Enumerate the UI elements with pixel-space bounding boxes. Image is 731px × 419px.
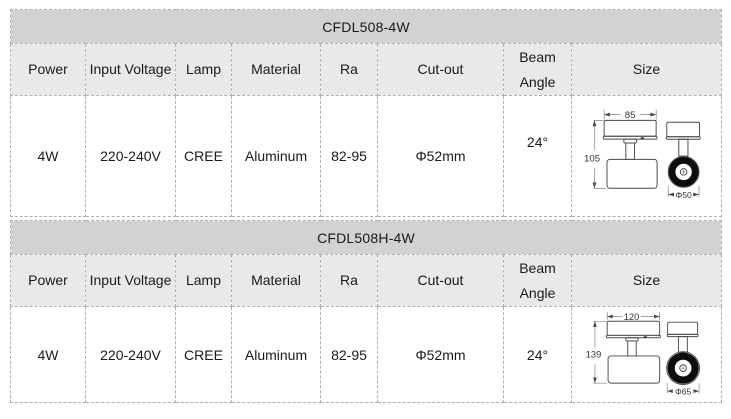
header-power: Power [10, 254, 86, 307]
model-title: CFDL508-4W [9, 9, 723, 44]
column-header-row: Power Input Voltage Lamp Material Ra Cut… [10, 254, 723, 307]
header-beam-angle: Beam Angle [503, 43, 572, 96]
column-header-row: Power Input Voltage Lamp Material Ra Cut… [10, 43, 723, 96]
header-material: Material [231, 43, 321, 96]
value-power: 4W [10, 306, 86, 403]
value-ra: 82-95 [320, 95, 378, 217]
spec-data-row: 4W 220-240V CREE Aluminum 82-95 Φ52mm 24… [10, 306, 723, 403]
header-input-voltage: Input Voltage [85, 254, 176, 307]
lamp-head [606, 158, 658, 189]
lens-black-ring [666, 351, 699, 384]
header-size: Size [570, 43, 723, 96]
value-lamp: CREE [175, 306, 232, 403]
value-ra: 82-95 [320, 306, 378, 403]
lamp-housing [603, 119, 657, 137]
front-view: Φ65 [665, 321, 700, 396]
height-dimension-label: 139 [585, 349, 601, 359]
lamp-stem [626, 339, 637, 356]
width-dimension-label: 85 [624, 110, 635, 121]
value-beam-angle: 24° [503, 95, 572, 217]
lamp-head [607, 354, 660, 384]
lamp-housing [606, 320, 660, 336]
diameter-dimension-label: Φ65 [675, 386, 691, 396]
page: CFDL508-4W Power Input Voltage Lamp Mate… [9, 9, 723, 403]
side-view: 120 139 [579, 311, 661, 384]
header-beam-angle: Beam Angle [503, 254, 572, 307]
header-cut-out: Cut-out [377, 254, 504, 307]
spec-table-cfdl508h-4w: CFDL508H-4W Power Input Voltage Lamp Mat… [9, 220, 723, 403]
lens-outer-circle [667, 156, 700, 188]
size-diagram-cell: 85 105 [570, 95, 723, 217]
size-diagram-cfdl508h: 120 139 [579, 311, 700, 396]
value-cut-out: Φ52mm [377, 306, 504, 403]
header-lamp: Lamp [175, 43, 232, 96]
header-ra: Ra [320, 254, 378, 307]
value-material: Aluminum [231, 95, 321, 217]
lens-outer-circle [665, 350, 700, 385]
header-lamp: Lamp [175, 254, 232, 307]
width-dimension-label: 120 [623, 311, 639, 321]
lamp-stem [624, 142, 635, 160]
value-lamp: CREE [175, 95, 232, 217]
header-material: Material [231, 254, 321, 307]
spec-table-cfdl508-4w: CFDL508-4W Power Input Voltage Lamp Mate… [9, 9, 723, 217]
model-title: CFDL508H-4W [9, 220, 723, 255]
value-material: Aluminum [231, 306, 321, 403]
front-view: Φ50 [665, 121, 701, 200]
value-input-voltage: 220-240V [85, 95, 176, 217]
table-title-row: CFDL508H-4W [9, 220, 723, 255]
header-ra: Ra [320, 43, 378, 96]
header-power: Power [10, 43, 86, 96]
value-beam-angle: 24° [503, 306, 572, 403]
value-power: 4W [10, 95, 86, 217]
beam-angle-text: 24° [526, 134, 549, 150]
value-input-voltage: 220-240V [85, 306, 176, 403]
diameter-dimension-label: Φ50 [675, 190, 692, 200]
header-input-voltage: Input Voltage [85, 43, 176, 96]
spec-data-row: 4W 220-240V CREE Aluminum 82-95 Φ52mm 24… [10, 95, 723, 217]
header-cut-out: Cut-out [377, 43, 504, 96]
table-title-row: CFDL508-4W [9, 9, 723, 44]
header-size: Size [570, 254, 723, 307]
size-diagram-cell: 120 139 [570, 306, 723, 403]
size-diagram-cfdl508: 85 105 [578, 109, 701, 200]
value-cut-out: Φ52mm [377, 95, 504, 217]
lens-black-ring [668, 156, 699, 187]
side-view: 85 105 [578, 109, 658, 189]
height-dimension-label: 105 [584, 153, 600, 164]
